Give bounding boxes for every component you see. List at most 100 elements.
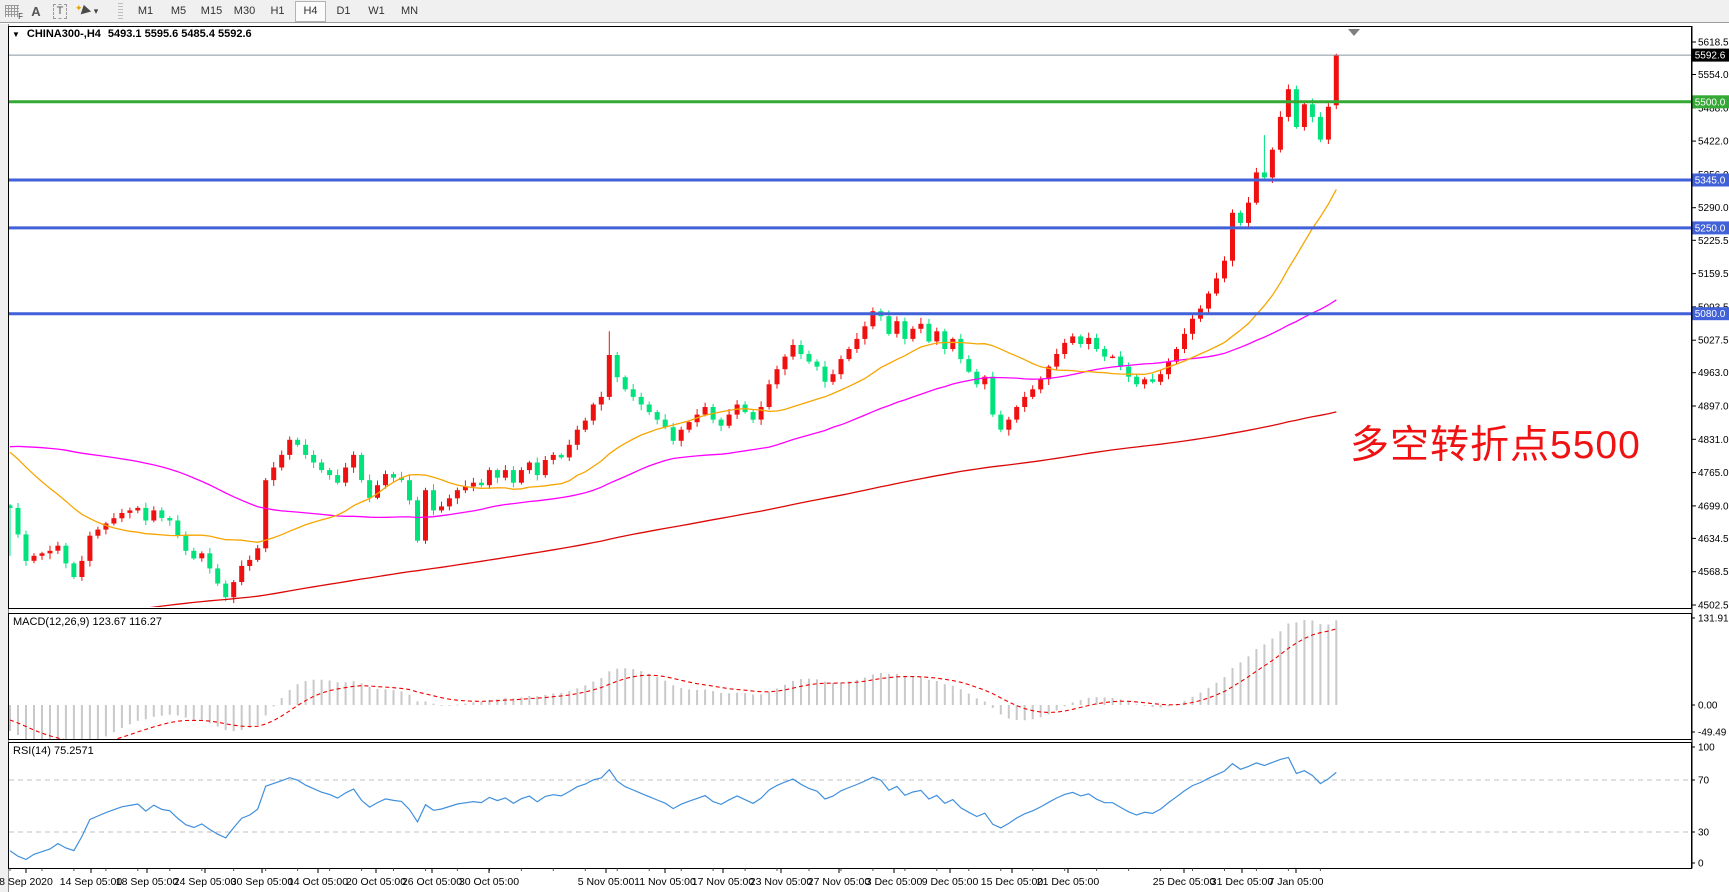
candle-body — [1261, 172, 1267, 178]
text-a-icon[interactable]: A — [31, 3, 41, 19]
candle-body — [175, 520, 181, 536]
candle-body — [598, 396, 604, 405]
svg-text:5592.6: 5592.6 — [1695, 51, 1726, 62]
candle-body — [806, 354, 812, 362]
macd-histogram-bar — [416, 701, 419, 705]
candle-body — [566, 444, 572, 458]
timeframe-button-M15[interactable]: M15 — [200, 5, 223, 17]
candle-body — [255, 548, 261, 560]
candle-body — [1246, 202, 1251, 223]
macd-histogram-bar — [456, 704, 459, 706]
macd-histogram-bar — [464, 703, 467, 705]
candle-body — [1062, 342, 1068, 354]
price-axis[interactable]: 5618.55554.05488.05422.05356.05290.05225… — [1691, 24, 1729, 892]
candle-body — [1230, 212, 1235, 261]
shift-marker-icon[interactable] — [1348, 29, 1360, 36]
price-tick-label: 5618.5 — [1698, 38, 1729, 49]
timeframe-button-M30[interactable]: M30 — [233, 5, 256, 17]
rsi-panel[interactable] — [8, 742, 1692, 869]
chart-title: ▼ CHINA300-,H4 5493.1 5595.6 5485.4 5592… — [12, 28, 252, 40]
text-label-icon[interactable]: T — [49, 2, 71, 21]
macd-histogram-bar — [9, 705, 11, 731]
time-axis-label: 18 Sep 05:00 — [116, 876, 179, 888]
candle-body — [1134, 376, 1140, 385]
macd-histogram-bar — [840, 682, 842, 705]
candle-body — [486, 470, 492, 486]
candle-body — [207, 553, 213, 569]
macd-histogram-bar — [903, 675, 906, 705]
grid-f-icon[interactable]: F — [1, 2, 23, 21]
macd-histogram-bar — [1295, 622, 1298, 705]
horizontal-level-lines[interactable] — [9, 54, 1691, 316]
candle-body — [518, 470, 524, 483]
candle-body — [1309, 104, 1315, 117]
price-tick-label: 4897.0 — [1698, 402, 1729, 413]
candle-body — [1038, 379, 1044, 390]
main-chart-panel[interactable] — [8, 26, 1692, 609]
macd-histogram-bar — [1255, 649, 1258, 705]
candle-body — [974, 371, 980, 385]
timeframe-button-W1[interactable]: W1 — [368, 5, 385, 17]
macd-series — [9, 620, 1338, 739]
macd-panel[interactable] — [8, 613, 1692, 740]
macd-histogram-bar — [176, 705, 179, 716]
candle-body — [415, 500, 420, 541]
macd-histogram-bar — [935, 681, 938, 705]
candle-body — [998, 414, 1004, 430]
candle-body — [1150, 379, 1156, 382]
macd-histogram-bar — [1119, 699, 1122, 705]
candle-body — [478, 482, 484, 486]
candle-body — [726, 414, 732, 426]
macd-histogram-bar — [528, 695, 531, 705]
timeframe-button-M1[interactable]: M1 — [137, 5, 154, 17]
toolbar-grip[interactable] — [118, 3, 123, 19]
macd-histogram-bar — [184, 705, 187, 718]
macd-histogram-bar — [863, 677, 866, 705]
macd-histogram-bar — [488, 699, 491, 705]
macd-histogram-bar — [1071, 702, 1074, 705]
rsi-axis-label: 70 — [1698, 776, 1710, 787]
collapse-icon[interactable]: ▼ — [12, 29, 20, 39]
candle-body — [143, 507, 149, 521]
candle-body — [183, 535, 189, 551]
macd-histogram-bar — [1023, 705, 1026, 721]
candle-body — [750, 412, 756, 420]
macd-histogram-bar — [776, 688, 778, 705]
macd-histogram-bar — [1007, 705, 1010, 719]
candle-body — [1094, 337, 1100, 349]
chart-canvas[interactable]: 5618.55554.05488.05422.05356.05290.05225… — [0, 24, 1729, 892]
timeframe-button-MN[interactable]: MN — [400, 5, 419, 17]
candle-body — [167, 518, 173, 521]
macd-histogram-bar — [696, 689, 699, 705]
price-axis-strip — [1692, 24, 1729, 892]
timeframe-button-H4[interactable]: H4 — [295, 0, 326, 22]
macd-histogram-bar — [49, 705, 51, 739]
candle-body — [271, 467, 277, 481]
timeframe-button-D1[interactable]: D1 — [336, 5, 351, 17]
macd-histogram-bar — [744, 693, 747, 705]
svg-text:5500.0: 5500.0 — [1695, 97, 1726, 108]
timeframe-button-M5[interactable]: M5 — [170, 5, 187, 17]
candle-body — [1070, 336, 1076, 343]
macd-histogram-bar — [1047, 705, 1050, 715]
candle-body — [502, 470, 508, 478]
macd-histogram-bar — [104, 705, 107, 737]
candle-body — [1317, 116, 1323, 140]
macd-histogram-bar — [208, 705, 211, 724]
cursor-tool-icon[interactable]: ✦ ▾ — [75, 2, 99, 18]
timeframe-button-H1[interactable]: H1 — [270, 5, 285, 17]
macd-histogram-bar — [496, 699, 499, 705]
candle-body — [191, 550, 197, 559]
macd-histogram-bar — [855, 679, 858, 705]
candle-body — [1293, 89, 1299, 127]
candle-body — [910, 328, 916, 339]
macd-histogram-bar — [232, 705, 235, 732]
candle-body — [287, 439, 293, 455]
candle-body — [1158, 374, 1164, 382]
price-tick-label: 5290.0 — [1698, 203, 1729, 214]
candle-body — [79, 560, 85, 577]
macd-histogram-bar — [224, 705, 227, 731]
candle-body — [159, 510, 165, 518]
macd-histogram-bar — [360, 683, 363, 705]
